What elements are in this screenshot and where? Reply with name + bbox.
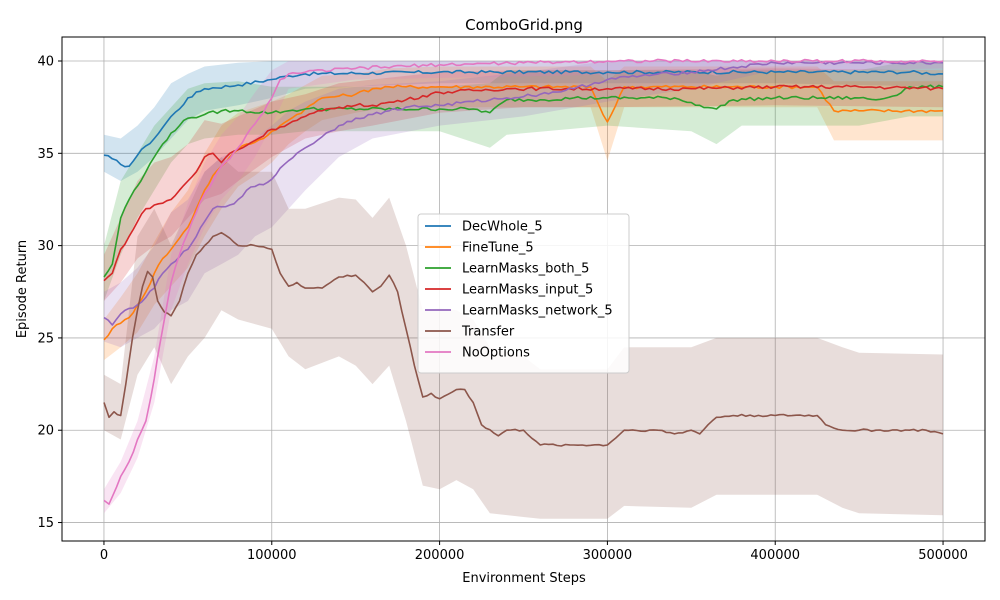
confidence-bands — [104, 61, 943, 519]
y-tick-label: 20 — [37, 424, 54, 439]
series-line-DecWhole_5 — [103, 69, 944, 168]
legend-label: LearnMasks_network_5 — [462, 304, 613, 319]
x-tick-label: 500000 — [918, 548, 968, 563]
plot-frame — [61, 36, 986, 542]
series-line-LearnMasks_both_5 — [103, 84, 944, 278]
legend-label: DecWhole_5 — [462, 220, 543, 235]
y-tick-label: 30 — [37, 239, 54, 254]
series-lines — [103, 58, 944, 505]
legend: DecWhole_5 FineTune_5 LearnMasks_both_5 Lea… — [417, 213, 630, 374]
confidence-band-LearnMasks_network_5 — [104, 61, 943, 348]
x-tick-label: 0 — [100, 548, 108, 563]
y-tick-label: 15 — [37, 516, 54, 531]
chart-title: ComboGrid.png — [465, 16, 583, 34]
legend-label: LearnMasks_input_5 — [462, 283, 593, 298]
series-line-LearnMasks_network_5 — [103, 60, 944, 326]
confidence-band-DecWhole_5 — [104, 61, 943, 181]
legend-label: Transfer — [461, 325, 515, 340]
confidence-band-LearnMasks_input_5 — [104, 68, 943, 302]
confidence-band-Transfer — [104, 157, 943, 519]
x-tick-label: 100000 — [247, 548, 297, 563]
series-line-LearnMasks_input_5 — [103, 84, 944, 282]
x-tick-label: 400000 — [750, 548, 800, 563]
confidence-band-LearnMasks_both_5 — [104, 61, 943, 301]
x-tick-label: 300000 — [583, 548, 633, 563]
x-tick-label: 200000 — [415, 548, 465, 563]
y-tick-label: 35 — [37, 147, 54, 162]
series-line-NoOptions — [103, 58, 944, 505]
legend-label: LearnMasks_both_5 — [462, 262, 589, 277]
legend-label: FineTune_5 — [462, 241, 534, 256]
x-axis-ticks: 0 100000 200000 300000 400000 500000 — [100, 541, 968, 563]
legend-box — [417, 213, 630, 374]
legend-label: NoOptions — [462, 346, 530, 361]
y-tick-label: 40 — [37, 55, 54, 70]
confidence-band-FineTune_5 — [104, 66, 943, 361]
y-axis-label: Episode Return — [15, 240, 30, 338]
y-tick-label: 25 — [37, 331, 54, 346]
series-line-Transfer — [103, 231, 944, 447]
y-axis-ticks: 15 20 25 30 35 40 — [37, 55, 62, 531]
x-axis-label: Environment Steps — [462, 571, 586, 586]
